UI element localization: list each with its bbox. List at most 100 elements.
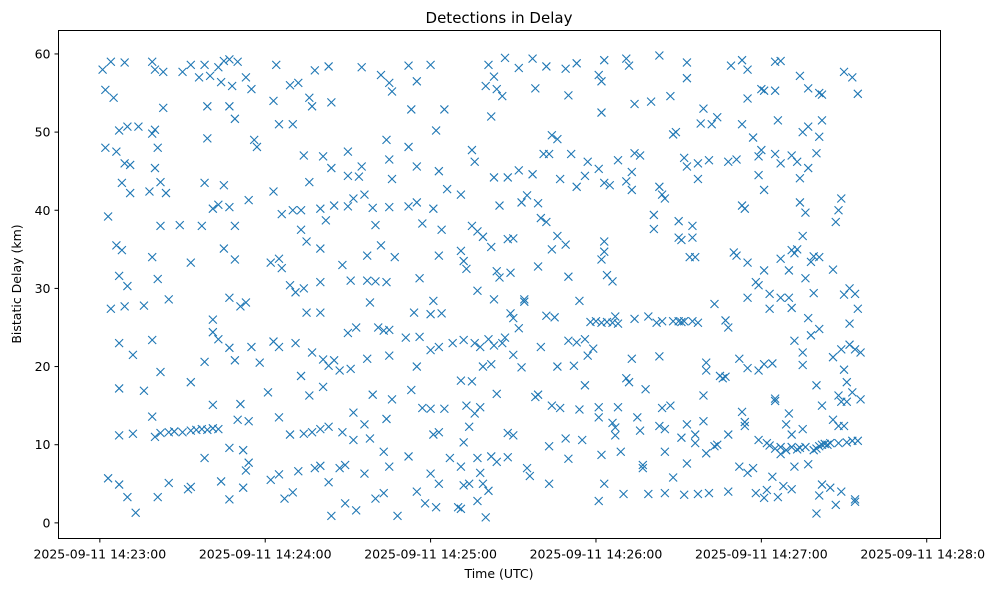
data-point bbox=[599, 479, 609, 489]
data-point bbox=[608, 418, 617, 428]
data-point bbox=[315, 204, 325, 214]
data-point bbox=[649, 210, 659, 220]
data-point bbox=[269, 187, 278, 196]
data-point bbox=[787, 430, 797, 439]
data-point bbox=[792, 157, 802, 167]
data-point bbox=[756, 84, 766, 94]
data-point bbox=[351, 505, 361, 515]
data-point bbox=[707, 119, 717, 129]
data-point bbox=[147, 129, 157, 139]
data-point bbox=[781, 420, 791, 429]
data-point bbox=[682, 162, 692, 171]
data-point bbox=[117, 245, 127, 255]
x-tick-label: 2025-09-11 14:28:00 bbox=[860, 547, 985, 562]
data-point bbox=[111, 147, 121, 157]
data-point bbox=[506, 268, 515, 278]
data-point bbox=[384, 155, 394, 164]
data-point bbox=[244, 458, 254, 468]
data-point bbox=[376, 241, 386, 250]
data-point bbox=[114, 271, 124, 281]
data-point bbox=[315, 244, 325, 253]
data-point bbox=[484, 486, 493, 496]
data-point bbox=[638, 460, 648, 470]
data-point bbox=[492, 266, 502, 276]
data-point bbox=[850, 344, 860, 354]
data-point bbox=[674, 216, 684, 226]
data-point bbox=[621, 176, 631, 186]
data-point bbox=[200, 178, 209, 188]
data-point bbox=[610, 430, 620, 440]
data-point bbox=[139, 301, 149, 310]
data-point bbox=[726, 61, 736, 71]
data-point bbox=[200, 60, 209, 70]
data-point bbox=[704, 155, 714, 165]
data-point bbox=[712, 440, 722, 450]
data-point bbox=[431, 126, 441, 135]
data-point bbox=[660, 194, 670, 203]
data-point bbox=[643, 489, 653, 499]
data-point bbox=[145, 187, 154, 196]
data-point bbox=[437, 225, 447, 235]
data-point bbox=[765, 441, 775, 450]
data-point bbox=[324, 477, 334, 487]
data-point bbox=[627, 167, 637, 177]
data-point bbox=[224, 55, 234, 64]
data-point bbox=[349, 194, 358, 203]
data-point bbox=[798, 348, 808, 357]
data-point bbox=[776, 442, 786, 452]
data-point bbox=[288, 119, 298, 129]
data-point bbox=[803, 122, 813, 132]
data-point bbox=[597, 450, 606, 460]
data-point bbox=[473, 286, 482, 296]
data-point bbox=[382, 414, 391, 424]
data-point bbox=[109, 93, 119, 103]
data-point bbox=[842, 377, 852, 387]
data-point bbox=[324, 422, 334, 432]
data-point bbox=[456, 376, 466, 386]
data-point bbox=[200, 453, 209, 463]
data-point bbox=[428, 296, 438, 306]
data-point bbox=[434, 251, 444, 260]
data-point bbox=[839, 421, 849, 431]
data-point bbox=[517, 362, 526, 372]
data-point bbox=[654, 182, 664, 192]
data-point bbox=[197, 221, 207, 231]
data-point bbox=[412, 76, 422, 86]
data-point bbox=[740, 417, 750, 427]
data-point bbox=[420, 498, 430, 508]
data-point bbox=[572, 182, 582, 192]
data-point bbox=[594, 496, 604, 506]
data-point bbox=[759, 86, 769, 96]
data-point bbox=[178, 67, 187, 77]
data-point bbox=[779, 481, 788, 491]
data-point bbox=[646, 97, 656, 107]
data-point bbox=[776, 449, 786, 459]
data-point bbox=[384, 462, 394, 471]
data-point bbox=[175, 220, 185, 230]
data-point bbox=[150, 432, 160, 442]
data-point bbox=[812, 148, 821, 158]
data-point bbox=[688, 233, 697, 242]
data-point bbox=[564, 90, 573, 100]
data-point bbox=[153, 274, 163, 284]
data-point bbox=[205, 71, 215, 81]
data-point bbox=[533, 198, 543, 208]
y-tick-label: 20 bbox=[35, 359, 51, 374]
data-point bbox=[682, 58, 692, 67]
data-point bbox=[285, 430, 295, 439]
data-point bbox=[384, 325, 394, 335]
data-point bbox=[823, 440, 832, 450]
data-point bbox=[475, 342, 485, 352]
data-point bbox=[853, 304, 863, 314]
data-point bbox=[349, 435, 358, 445]
data-point bbox=[817, 401, 827, 411]
data-point bbox=[599, 178, 609, 188]
data-point bbox=[219, 180, 229, 190]
data-point bbox=[641, 384, 650, 394]
data-point bbox=[632, 412, 642, 422]
y-axis: 0 10 20 30 40 50 60 bbox=[35, 46, 59, 530]
data-point bbox=[456, 246, 466, 256]
data-point bbox=[770, 86, 780, 96]
data-point bbox=[544, 149, 554, 159]
data-point bbox=[100, 85, 110, 95]
